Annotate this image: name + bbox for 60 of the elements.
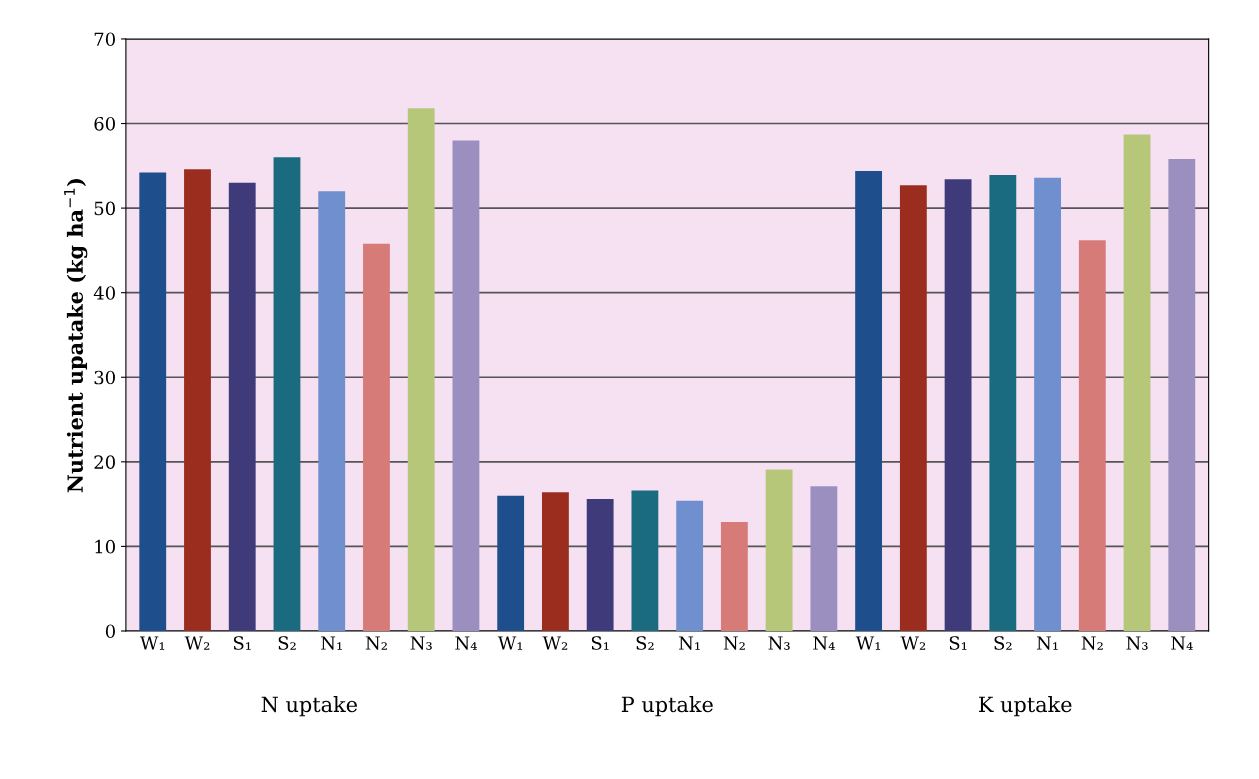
bar bbox=[497, 495, 525, 631]
x-tick-label: N₂ bbox=[365, 636, 387, 650]
x-tick-label: N₃ bbox=[410, 636, 432, 650]
x-tick-label: N₃ bbox=[1126, 636, 1148, 650]
bar bbox=[989, 175, 1017, 631]
bar bbox=[1168, 159, 1196, 631]
x-tick-label: W₁ bbox=[855, 636, 881, 650]
bar bbox=[944, 179, 972, 631]
x-tick-label: S₁ bbox=[949, 636, 967, 650]
y-tick-label: 10 bbox=[95, 539, 115, 554]
bar bbox=[631, 490, 659, 631]
y-tick-label: 20 bbox=[94, 455, 115, 469]
bar bbox=[1078, 240, 1106, 631]
x-tick-label: N₁ bbox=[321, 636, 342, 650]
text: P uptake bbox=[621, 696, 713, 717]
x-tick-label: N₁ bbox=[679, 636, 700, 650]
bar bbox=[139, 172, 167, 631]
bar bbox=[765, 469, 793, 631]
bar bbox=[810, 486, 838, 631]
x-tick-label: W₂ bbox=[900, 636, 926, 650]
x-tick-label: S₁ bbox=[591, 636, 609, 650]
bar bbox=[676, 500, 704, 631]
x-tick-label: S₂ bbox=[278, 636, 296, 650]
y-tick-label: 30 bbox=[94, 370, 115, 385]
x-tick-label: S₂ bbox=[994, 636, 1012, 650]
text: K uptake bbox=[979, 696, 1072, 717]
x-tick-label: N₂ bbox=[1081, 636, 1103, 650]
bar bbox=[855, 170, 883, 631]
x-tick-label: N₄ bbox=[813, 636, 835, 650]
bar bbox=[1123, 134, 1151, 631]
y-tick-label: 60 bbox=[94, 116, 115, 131]
x-tick-label: N₁ bbox=[1036, 636, 1058, 650]
y-tick-label: 40 bbox=[93, 286, 115, 300]
y-axis-title: Nutrient upatake (kg ha$^{−1}$) bbox=[64, 178, 88, 493]
x-tick-label: N₄ bbox=[455, 636, 477, 650]
x-tick-label: N₃ bbox=[768, 636, 790, 650]
bar bbox=[318, 191, 346, 631]
x-tick-label: W₂ bbox=[184, 636, 210, 650]
text: N uptake bbox=[261, 696, 357, 717]
bar bbox=[228, 182, 256, 631]
bar bbox=[184, 169, 211, 631]
bar bbox=[541, 492, 569, 631]
x-tick-label: S₁ bbox=[233, 636, 251, 650]
y-tick-label: 50 bbox=[94, 201, 115, 216]
x-tick-label: W₁ bbox=[139, 636, 165, 650]
bar bbox=[720, 521, 748, 631]
bar bbox=[1034, 177, 1061, 631]
x-tick-label: S₂ bbox=[636, 636, 654, 650]
bar bbox=[407, 108, 435, 631]
bar bbox=[363, 243, 390, 631]
bar bbox=[899, 185, 927, 631]
x-tick-label: W₁ bbox=[497, 636, 523, 650]
y-tick-label: 70 bbox=[94, 32, 115, 47]
y-tick-label: 0 bbox=[105, 624, 115, 639]
x-tick-label: N₄ bbox=[1171, 636, 1193, 650]
bar bbox=[273, 157, 301, 631]
bar bbox=[452, 140, 480, 631]
bar bbox=[586, 499, 614, 631]
x-tick-label: N₂ bbox=[723, 636, 745, 650]
x-tick-label: W₂ bbox=[542, 636, 568, 650]
